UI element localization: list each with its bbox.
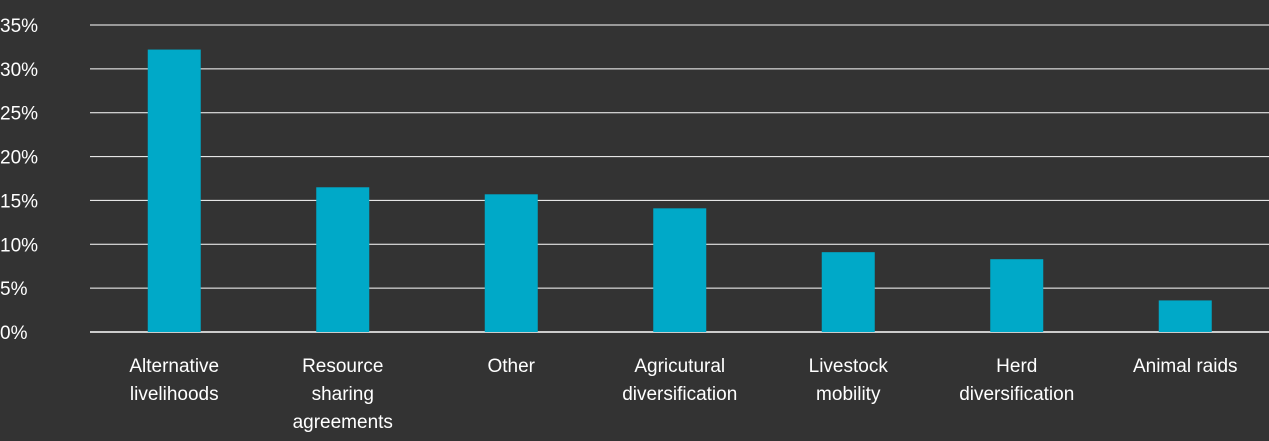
x-tick-label-line: mobility [816, 384, 881, 405]
y-tick-label: 10% [0, 235, 38, 256]
x-tick-label: Livestock mobility [809, 356, 889, 405]
bar [316, 187, 370, 332]
x-tick-label: Alternative livelihoods [129, 356, 219, 405]
x-tick-label-line: livelihoods [130, 384, 219, 405]
x-tick-label: Agricutural diversification [622, 356, 737, 405]
y-tick-label: 30% [0, 60, 38, 81]
x-tick-label-line: diversification [959, 384, 1074, 405]
bars [147, 49, 1212, 333]
y-tick-label: 15% [0, 191, 38, 212]
y-tick-label: 0% [0, 323, 28, 344]
bar [484, 194, 538, 332]
x-tick-label-line: Livestock [809, 356, 889, 377]
bar [147, 49, 201, 333]
x-tick-label-line: Alternative [129, 356, 219, 377]
x-tick-label-line: Agricutural [634, 356, 725, 377]
y-tick-label: 5% [0, 279, 28, 300]
x-tick-label: Resource sharing agreements [293, 356, 393, 433]
x-tick-label: Other [487, 356, 535, 377]
bar [653, 208, 707, 332]
bar [990, 259, 1044, 332]
x-tick-label-line: diversification [622, 384, 737, 405]
y-tick-label: 20% [0, 148, 38, 169]
x-tick-label-line: agreements [293, 412, 393, 433]
x-tick-label: Herd diversification [959, 356, 1074, 405]
y-tick-label: 25% [0, 104, 38, 125]
x-tick-label-line: Animal raids [1133, 356, 1238, 377]
x-tick-label-line: Herd [996, 356, 1037, 377]
x-tick-label-line: Other [487, 356, 535, 377]
x-tick-label-line: Resource [302, 356, 383, 377]
y-tick-label: 35% [0, 16, 38, 37]
bar [1158, 300, 1212, 332]
x-tick-label: Animal raids [1133, 356, 1238, 377]
x-axis-tick-labels: Alternative livelihoods Resource sharing agr… [129, 356, 1237, 433]
x-tick-label-line: sharing [312, 384, 374, 405]
y-axis-tick-labels: 0% 5% 10% 15% 20% 25% 30% 35% [0, 16, 38, 344]
bar [821, 252, 875, 332]
